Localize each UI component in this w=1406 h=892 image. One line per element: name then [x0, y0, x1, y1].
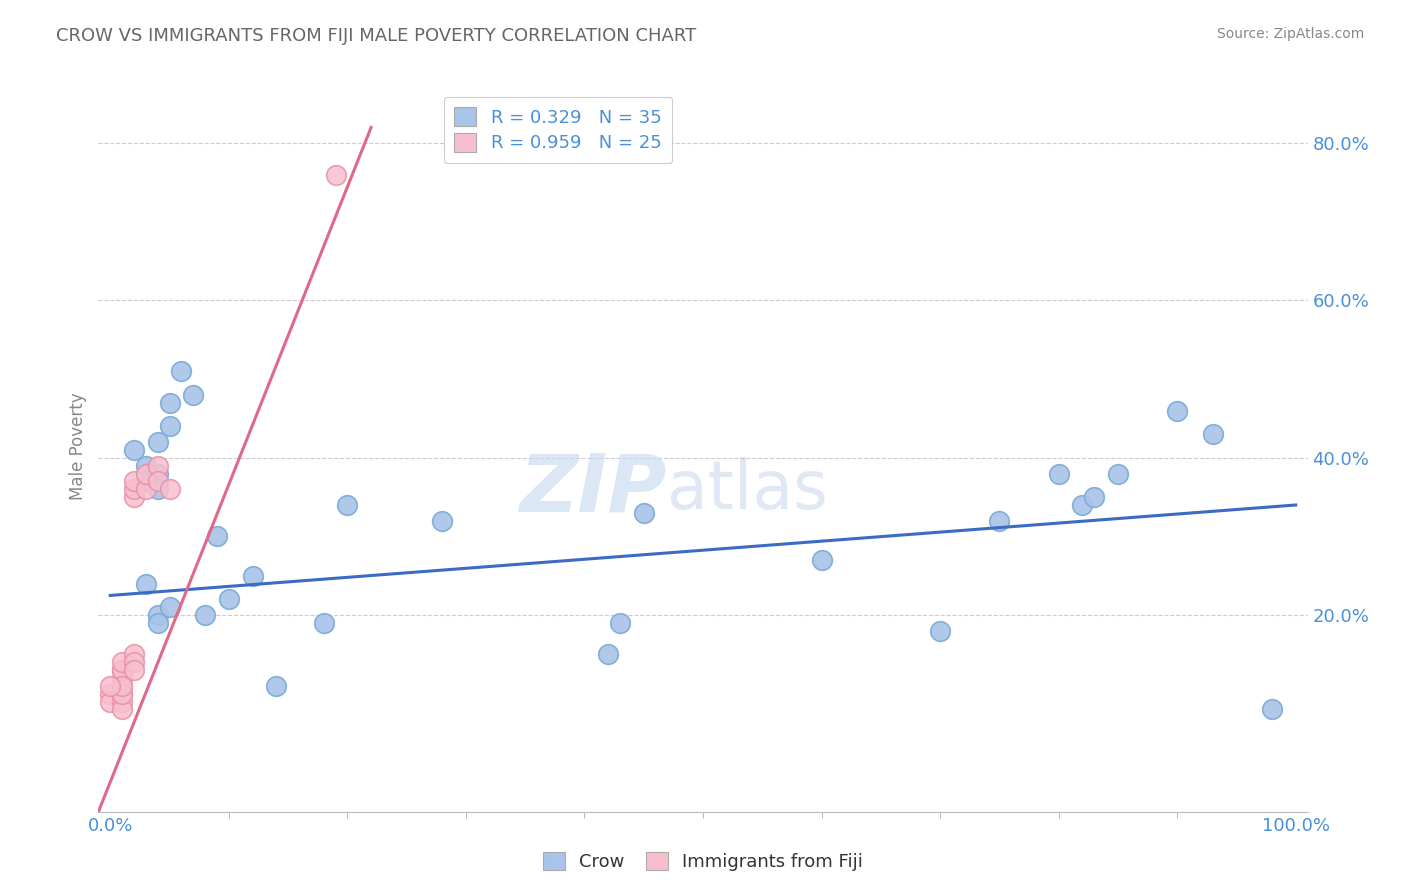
Point: [242, 568, 264, 582]
Point: [988, 514, 1011, 528]
Point: [325, 168, 347, 182]
Point: [1202, 427, 1225, 442]
Point: [111, 679, 134, 693]
Point: [146, 458, 169, 473]
Point: [159, 419, 181, 434]
Point: [122, 442, 145, 457]
Point: [111, 663, 134, 677]
Point: [146, 615, 169, 630]
Point: [181, 388, 204, 402]
Point: [111, 655, 134, 669]
Point: [135, 475, 157, 489]
Point: [111, 687, 134, 701]
Y-axis label: Male Poverty: Male Poverty: [69, 392, 87, 500]
Point: [122, 648, 145, 662]
Point: [146, 467, 169, 481]
Point: [98, 695, 121, 709]
Text: CROW VS IMMIGRANTS FROM FIJI MALE POVERTY CORRELATION CHART: CROW VS IMMIGRANTS FROM FIJI MALE POVERT…: [56, 27, 696, 45]
Point: [122, 490, 145, 504]
Text: ZIP: ZIP: [519, 450, 666, 529]
Point: [146, 482, 169, 496]
Point: [205, 529, 228, 543]
Point: [135, 576, 157, 591]
Point: [111, 671, 134, 685]
Point: [1083, 490, 1105, 504]
Legend: Crow, Immigrants from Fiji: Crow, Immigrants from Fiji: [536, 845, 870, 879]
Text: Source: ZipAtlas.com: Source: ZipAtlas.com: [1216, 27, 1364, 41]
Point: [218, 592, 240, 607]
Point: [122, 482, 145, 496]
Point: [633, 506, 655, 520]
Point: [111, 663, 134, 677]
Point: [122, 475, 145, 489]
Point: [810, 553, 832, 567]
Point: [98, 679, 121, 693]
Point: [929, 624, 952, 638]
Point: [146, 475, 169, 489]
Point: [122, 663, 145, 677]
Point: [135, 482, 157, 496]
Point: [432, 514, 454, 528]
Legend: R = 0.329   N = 35, R = 0.959   N = 25: R = 0.329 N = 35, R = 0.959 N = 25: [444, 96, 672, 163]
Point: [159, 482, 181, 496]
Point: [122, 655, 145, 669]
Point: [98, 687, 121, 701]
Point: [609, 615, 631, 630]
Point: [159, 600, 181, 615]
Point: [111, 687, 134, 701]
Point: [146, 435, 169, 450]
Point: [170, 364, 193, 378]
Point: [111, 695, 134, 709]
Point: [111, 679, 134, 693]
Point: [336, 498, 359, 512]
Text: atlas: atlas: [666, 457, 828, 523]
Point: [159, 396, 181, 410]
Point: [598, 648, 620, 662]
Point: [264, 679, 287, 693]
Point: [1261, 702, 1284, 716]
Point: [312, 615, 335, 630]
Point: [1071, 498, 1094, 512]
Point: [1047, 467, 1070, 481]
Point: [146, 608, 169, 623]
Point: [1107, 467, 1129, 481]
Point: [111, 702, 134, 716]
Point: [135, 467, 157, 481]
Point: [135, 458, 157, 473]
Point: [1166, 403, 1188, 417]
Point: [194, 608, 217, 623]
